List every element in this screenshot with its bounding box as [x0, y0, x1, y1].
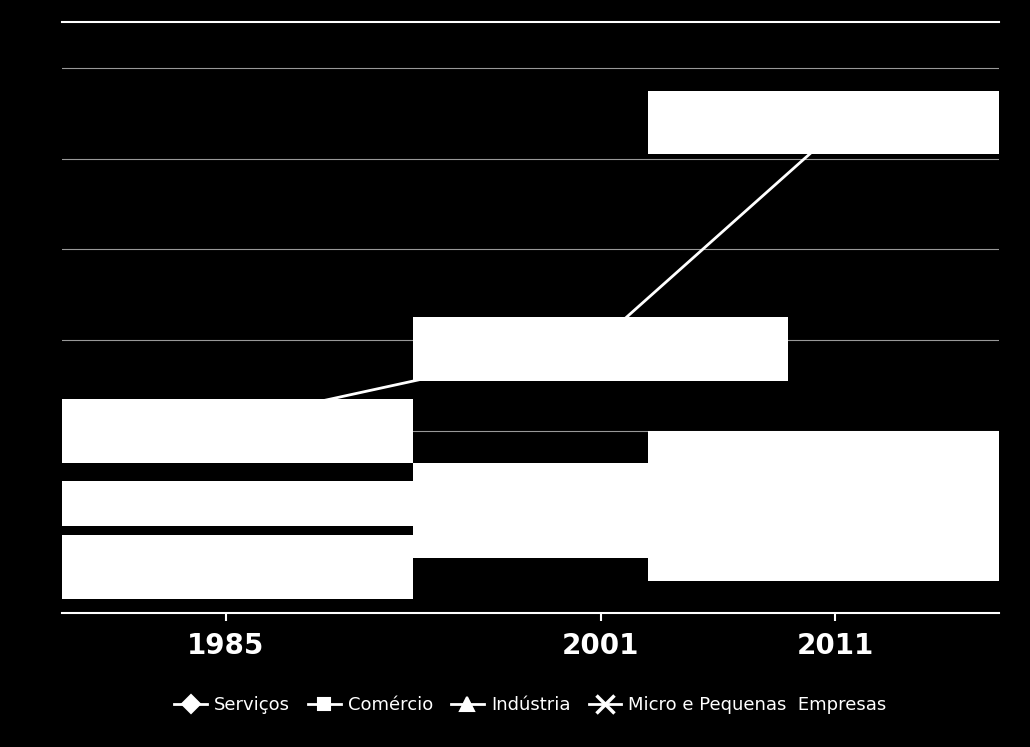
Indústria: [594, 499, 607, 508]
Micro e Pequenas Empresas: [829, 127, 842, 136]
Bar: [413, 462, 788, 527]
Comércio: [829, 472, 842, 481]
Comércio: [594, 508, 607, 517]
Indústria: [829, 490, 842, 499]
Bar: [413, 503, 788, 558]
Line: Comércio: Comércio: [220, 471, 840, 573]
Micro e Pequenas Empresas: [594, 335, 607, 344]
Line: Indústria: Indústria: [219, 489, 842, 519]
Bar: [648, 517, 1023, 580]
Bar: [38, 399, 413, 462]
Serviços: [829, 463, 842, 472]
Serviços: [594, 481, 607, 490]
Indústria: [219, 508, 232, 517]
Bar: [648, 90, 1023, 154]
Bar: [38, 481, 413, 527]
Legend: Serviços, Comércio, Indústria, Micro e Pequenas  Empresas: Serviços, Comércio, Indústria, Micro e P…: [167, 689, 894, 722]
Bar: [648, 431, 1023, 495]
Line: Micro e Pequenas Empresas: Micro e Pequenas Empresas: [216, 122, 845, 432]
Bar: [38, 536, 413, 599]
Serviços: [219, 490, 232, 499]
Comércio: [219, 562, 232, 571]
Micro e Pequenas Empresas: [219, 418, 232, 427]
Bar: [413, 317, 788, 381]
Bar: [648, 477, 1023, 531]
Line: Serviços: Serviços: [220, 462, 840, 500]
